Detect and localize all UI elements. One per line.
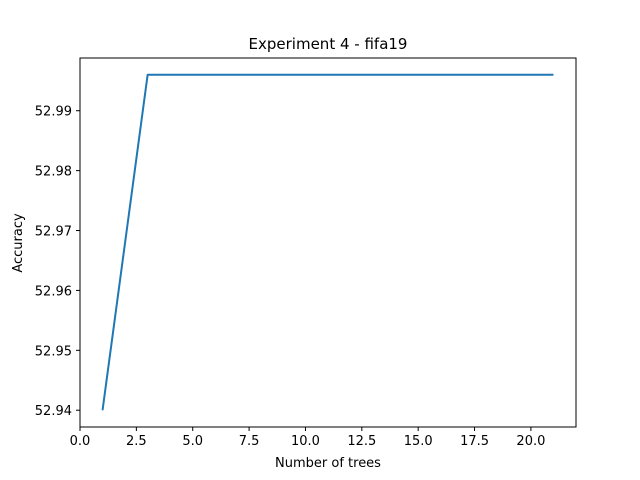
x-axis-label: Number of trees [275,456,381,471]
y-tick-label: 52.97 [35,225,72,240]
axes-frame [79,57,577,428]
y-axis: 52.94 52.95 52.96 52.97 52.98 52.99 [35,105,80,419]
x-tick-label: 12.5 [347,434,376,449]
x-tick-label: 7.5 [239,434,260,449]
y-tick-label: 52.99 [35,105,72,120]
x-tick-label: 20.0 [516,434,545,449]
series-layer [101,73,554,411]
x-tick-label: 17.5 [460,434,489,449]
chart-title: Experiment 4 - fifa19 [249,35,408,53]
y-tick-label: 52.94 [35,404,72,419]
y-tick-label: 52.95 [35,344,72,359]
series-line [101,73,554,411]
y-axis-label: Accuracy [11,213,26,273]
x-tick-label: 2.5 [126,434,147,449]
y-tick-label: 52.98 [35,165,72,180]
x-tick-label: 15.0 [404,434,433,449]
x-tick-label: 0.0 [70,434,91,449]
x-tick-label: 10.0 [291,434,320,449]
y-tick-label: 52.96 [35,284,72,299]
x-tick-label: 5.0 [182,434,203,449]
x-axis: 0.0 2.5 5.0 7.5 10.0 12.5 15.0 17.5 20.0 [70,427,545,449]
